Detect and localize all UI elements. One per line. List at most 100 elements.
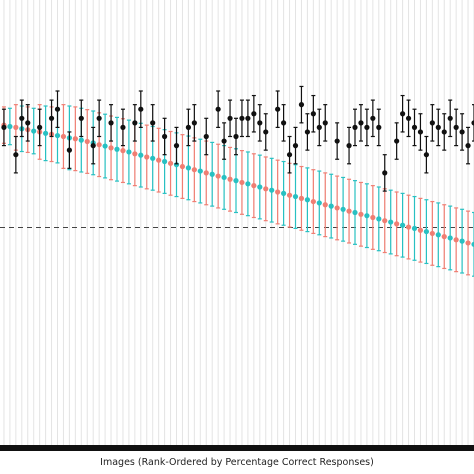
data-point — [281, 190, 287, 196]
data-point — [150, 120, 156, 126]
data-point — [435, 124, 441, 130]
data-point — [185, 124, 191, 130]
data-point — [459, 129, 465, 135]
data-point — [13, 124, 19, 130]
data-point — [376, 124, 382, 130]
data-point — [423, 152, 429, 158]
data-point — [191, 167, 197, 173]
data-point — [322, 202, 328, 208]
data-point — [251, 183, 257, 189]
data-point — [31, 128, 37, 134]
data-point — [13, 152, 19, 158]
data-point — [245, 181, 251, 187]
data-point — [227, 176, 233, 182]
series-2 — [7, 105, 474, 277]
data-point — [108, 120, 114, 126]
data-point — [275, 106, 281, 112]
data-point — [221, 174, 227, 181]
data-point — [286, 192, 293, 198]
data-point — [162, 133, 168, 140]
data-point — [370, 214, 376, 221]
data-point — [245, 115, 251, 121]
data-point — [132, 151, 138, 157]
data-point — [138, 106, 144, 112]
data-point — [471, 120, 474, 126]
data-point — [405, 224, 412, 230]
data-point — [221, 138, 227, 144]
data-point — [292, 193, 299, 200]
data-point — [286, 152, 293, 158]
data-point — [90, 143, 96, 149]
data-point — [334, 138, 340, 144]
data-point — [275, 189, 281, 195]
data-point — [417, 227, 424, 233]
data-point — [310, 198, 316, 205]
data-point — [465, 240, 471, 246]
data-point — [364, 124, 370, 130]
data-point — [19, 115, 25, 121]
series-1 — [1, 104, 471, 276]
data-point — [298, 102, 305, 108]
data-point — [126, 149, 132, 155]
x-axis-label: Images (Rank-Ordered by Percentage Corre… — [100, 457, 374, 468]
data-point — [400, 222, 406, 228]
data-point — [144, 154, 150, 160]
data-point — [72, 136, 78, 142]
data-point — [471, 241, 474, 247]
data-point — [358, 120, 364, 126]
data-point — [84, 138, 90, 145]
data-point — [352, 124, 358, 130]
data-point — [447, 235, 453, 241]
x-axis-band — [0, 445, 474, 451]
data-point — [162, 158, 168, 165]
data-point — [48, 115, 55, 121]
data-point — [233, 178, 239, 184]
data-point — [429, 120, 435, 126]
data-point — [322, 120, 328, 126]
data-point — [358, 211, 364, 217]
data-point — [120, 148, 126, 154]
data-point — [459, 238, 465, 244]
data-point — [102, 143, 108, 149]
data-point — [388, 219, 394, 225]
data-point — [43, 130, 49, 136]
data-point — [167, 160, 174, 166]
data-point — [215, 106, 221, 112]
data-point — [411, 225, 418, 232]
data-point — [132, 120, 138, 126]
data-point — [96, 142, 102, 148]
data-point — [233, 133, 239, 140]
data-point — [370, 115, 376, 121]
data-point — [25, 120, 31, 126]
data-point — [37, 124, 43, 130]
data-point — [334, 205, 340, 211]
data-point — [429, 230, 435, 237]
data-point — [257, 120, 263, 126]
data-point — [292, 143, 299, 149]
data-point — [304, 129, 310, 135]
data-point — [453, 124, 459, 130]
data-point — [352, 209, 358, 216]
data-point — [156, 157, 162, 163]
data-point — [328, 203, 334, 209]
data-point — [239, 179, 245, 186]
data-point — [60, 133, 67, 140]
data-point — [376, 216, 382, 222]
data-point — [108, 145, 114, 151]
data-point — [191, 120, 197, 126]
data-point — [54, 106, 61, 112]
data-point — [435, 232, 441, 238]
data-point — [203, 133, 209, 140]
data-point — [185, 165, 191, 171]
data-point — [96, 115, 102, 121]
data-point — [411, 124, 418, 130]
data-point — [364, 213, 370, 219]
data-point — [197, 168, 203, 174]
data-point — [382, 218, 388, 224]
data-point — [257, 184, 263, 190]
data-point — [447, 115, 453, 121]
data-point — [269, 187, 275, 193]
data-point — [394, 138, 400, 144]
data-point — [138, 152, 144, 158]
